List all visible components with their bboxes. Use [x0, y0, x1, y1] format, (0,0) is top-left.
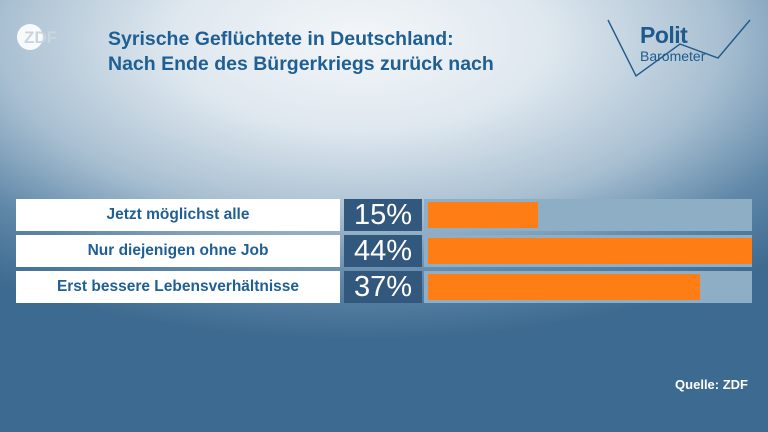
title-line-2: Nach Ende des Bürgerkriegs zurück nach	[108, 53, 494, 75]
value-label: 44%	[344, 235, 422, 267]
title-line-1: Syrische Geflüchtete in Deutschland:	[108, 28, 454, 50]
politbarometer-logo-subtext: Barometer	[640, 48, 706, 64]
bar	[428, 238, 752, 264]
bar-track	[424, 199, 752, 231]
value-label: 37%	[344, 271, 422, 303]
politbarometer-logo-text: Polit	[640, 22, 688, 48]
value-label: 15%	[344, 199, 422, 231]
bar-row: Jetzt möglichst alle 15%	[16, 199, 752, 231]
category-label: Jetzt möglichst alle	[16, 199, 340, 231]
bar-row: Nur diejenigen ohne Job 44%	[16, 235, 752, 267]
category-label: Nur diejenigen ohne Job	[16, 235, 340, 267]
politbarometer-logo-graphic	[607, 19, 751, 78]
bar-track	[424, 271, 752, 303]
chart-title: Syrische Geflüchtete in Deutschland: Nac…	[108, 27, 578, 77]
bar	[428, 202, 538, 228]
bar	[428, 274, 700, 300]
bar-track	[424, 235, 752, 267]
bar-row: Erst bessere Lebensverhältnisse 37%	[16, 271, 752, 303]
zdf-logo: ZDF	[17, 24, 57, 50]
source-label: Quelle: ZDF	[675, 377, 748, 392]
category-label: Erst bessere Lebensverhältnisse	[16, 271, 340, 303]
zdf-logo-text: ZDF	[24, 28, 57, 47]
